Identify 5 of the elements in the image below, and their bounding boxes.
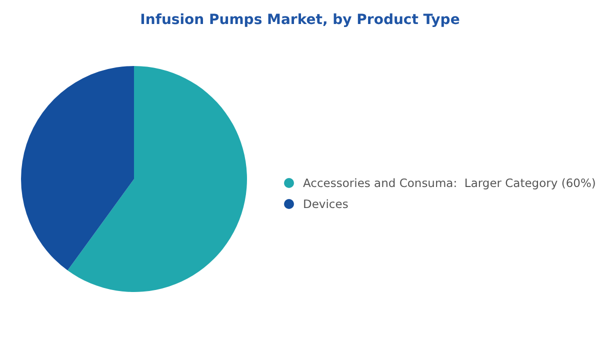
pie-slice: [68, 66, 247, 292]
pie-slice: [21, 66, 134, 270]
legend-label: Accessories and Consuma: Larger Category (60%): [303, 176, 596, 190]
chart-title: Infusion Pumps Market, by Product Type: [139, 12, 461, 28]
legend-label: Devices: [303, 197, 348, 211]
